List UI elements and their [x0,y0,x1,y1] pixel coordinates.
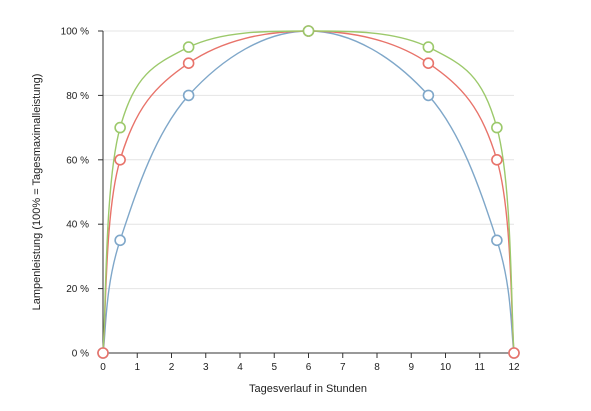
series-2-point[interactable] [182,57,195,70]
series-3-point[interactable] [114,121,126,134]
series-3-point[interactable] [491,121,503,134]
x-tick-label: 8 [374,362,380,373]
x-tick-label: 11 [475,362,486,373]
series-2-point[interactable] [508,347,520,359]
series-1-point[interactable] [182,89,195,102]
y-tick-label: 40 % [66,220,89,231]
x-axis-title: Tagesverlauf in Stunden [249,383,367,395]
x-tick-label: 7 [340,362,346,373]
y-axis-title: Lampenleistung (100% = Tagesmaximalleist… [31,74,43,311]
series-2-line [102,30,515,354]
series-1-point[interactable] [114,234,126,247]
x-tick-label: 10 [440,362,452,373]
x-tick-label: 9 [408,362,414,373]
series-2-point[interactable] [97,347,109,359]
y-tick-label: 60 % [66,155,89,166]
series-1-point[interactable] [422,89,435,102]
y-tick-label: 20 % [66,284,89,295]
series-2-point[interactable] [491,154,503,166]
series-3-point[interactable] [302,25,315,37]
y-tick-label: 100 % [61,27,89,38]
x-tick-label: 0 [100,362,106,373]
series-2-point[interactable] [422,57,435,70]
series-1-point[interactable] [491,234,503,247]
y-tick-label: 0 % [72,349,89,360]
series-2-point[interactable] [114,154,126,166]
y-tick-label: 80 % [66,91,89,102]
series-curves [102,30,515,354]
gridlines [103,30,514,290]
series-3-point[interactable] [182,41,195,53]
axes [98,30,515,358]
x-tick-label: 6 [306,362,312,373]
x-tick-label: 3 [203,362,209,373]
tick-labels: 0 %20 %40 %60 %80 %100 %0 1 2 3 4 5 6 7 8 9 10 11 12 [61,27,520,374]
series-1-line [102,30,515,354]
x-tick-label: 2 [169,362,175,373]
series-3-point[interactable] [422,41,435,53]
series-markers [97,25,520,359]
x-tick-label: 12 [508,362,520,373]
x-tick-label: 4 [237,362,243,373]
x-tick-label: 1 [134,362,140,373]
x-tick-label: 5 [271,362,277,373]
series-3-line [102,30,515,354]
